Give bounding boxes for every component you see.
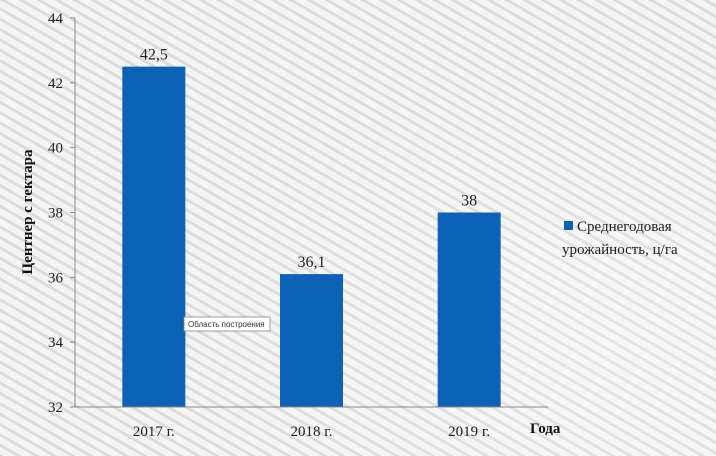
y-tick-label: 34: [48, 335, 64, 351]
y-tick-label: 38: [48, 206, 63, 222]
tooltip-box: [183, 316, 271, 332]
data-label: 38: [461, 193, 477, 210]
y-tick-label: 36: [48, 270, 64, 286]
y-tick-label: 32: [48, 400, 63, 416]
bar[interactable]: [437, 212, 501, 408]
y-tick-label: 44: [48, 11, 64, 27]
x-axis-title: Года: [530, 421, 561, 437]
legend-series-label-line1: Среднегодовая: [577, 219, 672, 235]
y-tick-label: 40: [48, 141, 63, 157]
bar[interactable]: [122, 66, 186, 407]
x-tick-label: 2017 г.: [133, 424, 175, 440]
legend: Среднегодовая урожайность, ц/га: [562, 219, 678, 258]
legend-swatch: [564, 221, 573, 230]
tooltip-text: Область построения: [188, 320, 265, 329]
legend-series-label-line2: урожайность, ц/га: [562, 242, 678, 258]
y-axis-title: Центнер с гектара: [20, 149, 36, 274]
x-tick-label: 2019 г.: [448, 424, 490, 440]
plot-area-tooltip: Область построения: [183, 316, 271, 332]
y-tick-label: 42: [48, 76, 63, 92]
data-label: 36,1: [298, 254, 326, 271]
bar[interactable]: [280, 274, 343, 407]
x-tick-label: 2018 г.: [291, 424, 333, 440]
data-label: 42,5: [140, 47, 168, 64]
